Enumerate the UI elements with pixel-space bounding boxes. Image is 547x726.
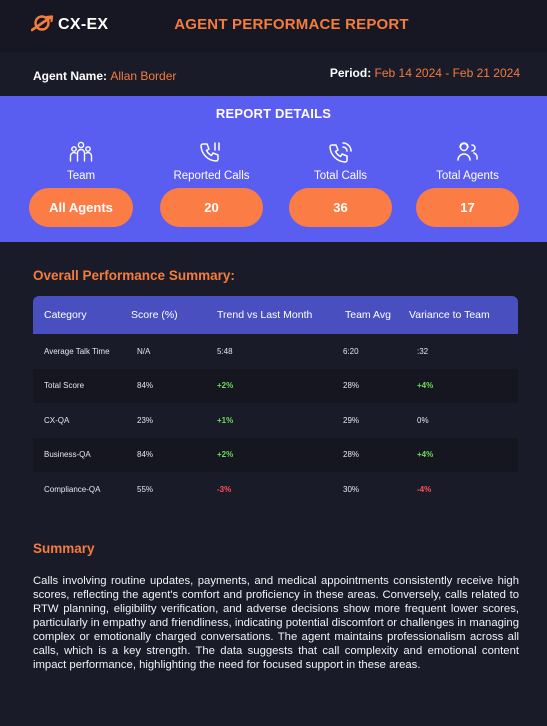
- period-label: Period:: [329, 66, 372, 80]
- cell-category: Business-QA: [44, 450, 91, 460]
- stat-team-value: All Agents: [29, 188, 133, 227]
- team-icon: [29, 140, 133, 164]
- cell-variance: :32: [417, 346, 429, 356]
- cell-category: Average Talk Time: [44, 346, 110, 356]
- cell-variance: 0%: [417, 415, 429, 425]
- column-header-category: Category: [44, 309, 87, 321]
- cell-trend: 5:48: [217, 346, 233, 356]
- cell-score: N/A: [137, 346, 151, 356]
- cell-team-avg: 30%: [343, 484, 360, 494]
- cell-score: 84%: [137, 450, 154, 460]
- cell-trend: +2%: [217, 450, 234, 460]
- cell-variance: -4%: [417, 484, 432, 494]
- table-header: Category Score (%) Trend vs Last Month T…: [33, 296, 518, 334]
- agent-name-label: Agent Name:: [33, 69, 108, 83]
- performance-title: Overall Performance Summary:: [33, 268, 235, 283]
- stat-reported-calls-value: 20: [160, 188, 263, 227]
- stat-total-agents-value: 17: [416, 188, 519, 227]
- agent-name-value: Allan Border: [110, 69, 177, 83]
- stat-team-label: Team: [66, 170, 96, 182]
- stat-total-agents-label: Total Agents: [436, 170, 499, 182]
- report-period: Period: Feb 14 2024 - Feb 21 2024: [330, 66, 520, 80]
- cell-team-avg: 28%: [343, 381, 360, 391]
- agent-info-row: Agent Name: Allan Border Period: Feb 14 …: [0, 52, 547, 96]
- cell-team-avg: 28%: [343, 450, 360, 460]
- stat-total-calls-value: 36: [289, 188, 392, 227]
- cell-score: 23%: [137, 415, 154, 425]
- cell-trend: +1%: [217, 415, 234, 425]
- cell-team-avg: 6:20: [343, 346, 359, 356]
- stat-total-calls-label: Total Calls: [313, 170, 368, 182]
- column-header-score: Score (%): [131, 309, 178, 321]
- column-header-trend: Trend vs Last Month: [217, 309, 313, 321]
- report-details-panel: REPORT DETAILS Team All Agents Reported …: [0, 96, 547, 242]
- stat-reported-calls-label: Reported Calls: [173, 170, 250, 182]
- summary-title: Summary: [33, 541, 95, 556]
- table-row: Business-QA 84% +2% 28% +4%: [33, 437, 518, 472]
- stat-reported-calls: Reported Calls 20: [160, 140, 263, 227]
- table-row: CX-QA 23% +1% 29% 0%: [33, 403, 518, 438]
- cell-trend: +2%: [217, 381, 234, 391]
- stat-total-calls: Total Calls 36: [289, 140, 392, 227]
- summary-text: Calls involving routine updates, payment…: [33, 575, 519, 671]
- table-row: Compliance-QA 55% -3% 30% -4%: [33, 472, 518, 507]
- table-row: Average Talk Time N/A 5:48 6:20 :32: [33, 334, 518, 369]
- cell-category: CX-QA: [44, 415, 70, 425]
- stat-total-agents: Total Agents 17: [416, 140, 519, 227]
- logo-icon: [30, 14, 55, 37]
- performance-table: Category Score (%) Trend vs Last Month T…: [33, 296, 518, 507]
- logo: CX-EX: [30, 14, 109, 37]
- report-title: AGENT PERFORMACE REPORT: [174, 16, 409, 33]
- reported-calls-icon: [160, 140, 263, 164]
- cell-score: 55%: [137, 484, 154, 494]
- table-row: Total Score 84% +2% 28% +4%: [33, 368, 518, 403]
- period-value: Feb 14 2024 - Feb 21 2024: [374, 66, 520, 80]
- cell-score: 84%: [137, 381, 154, 391]
- cell-category: Total Score: [44, 381, 85, 391]
- report-details-title: REPORT DETAILS: [215, 106, 332, 121]
- agent-name: Agent Name: Allan Border: [33, 69, 176, 83]
- cell-category: Compliance-QA: [44, 484, 101, 494]
- logo-text: CX-EX: [58, 16, 109, 33]
- total-agents-icon: [416, 140, 519, 164]
- stat-team: Team All Agents: [29, 140, 133, 227]
- top-bar: CX-EX AGENT PERFORMACE REPORT: [0, 0, 547, 52]
- cell-variance: +4%: [417, 381, 434, 391]
- cell-trend: -3%: [217, 484, 232, 494]
- cell-variance: +4%: [417, 450, 434, 460]
- cell-team-avg: 29%: [343, 415, 360, 425]
- column-header-variance: Variance to Team: [409, 309, 490, 321]
- total-calls-icon: [289, 140, 392, 164]
- column-header-team-avg: Team Avg: [345, 309, 391, 321]
